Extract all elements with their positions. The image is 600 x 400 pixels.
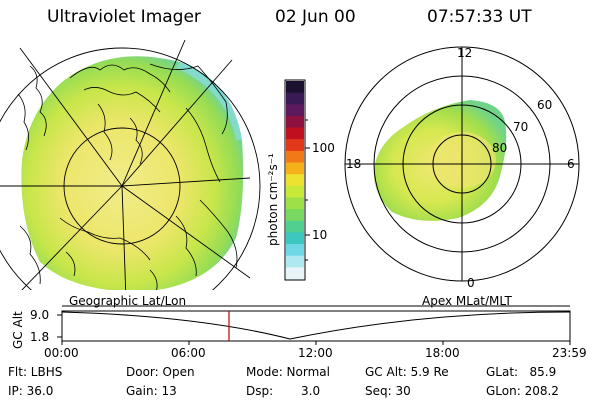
colorbar-segment [286, 92, 304, 105]
colorbar-segment [286, 127, 304, 140]
status-door: Door: Open [126, 365, 195, 379]
limb-glow [176, 62, 242, 140]
instrument-title: Ultraviolet Imager [47, 7, 201, 27]
colorbar-tick-100: 100 [312, 141, 335, 155]
colorbar-unit-label: photon cm⁻²s⁻¹ [266, 153, 280, 246]
mlt-label-12: 12 [457, 46, 473, 60]
y-tick-1.8: 1.8 [30, 330, 50, 344]
date-label: 02 Jun 00 [275, 7, 356, 27]
mlt-label-6: 6 [567, 157, 575, 171]
polar-plot [344, 46, 580, 282]
status-gain: Gain: 13 [126, 384, 177, 398]
mlt-label-0: 0 [467, 276, 475, 290]
timeline-plot [57, 305, 571, 345]
apex-caption: Apex MLat/MLT [422, 294, 512, 308]
colorbar-segment [286, 232, 304, 245]
status-glat: GLat: 85.9 [486, 365, 557, 379]
coastlines [17, 63, 238, 290]
status-gc-alt: GC Alt: 5.9 Re [365, 365, 449, 379]
geographic-caption: Geographic Lat/Lon [69, 294, 187, 308]
x-tick-1200: 12:00 [298, 346, 333, 360]
colorbar-segment [286, 255, 304, 268]
mlat-label-80: 80 [492, 141, 508, 155]
aurora-fill-geographic [21, 56, 244, 290]
gc-alt-axis-label: GC Alt [11, 311, 25, 349]
colorbar-segment [286, 209, 304, 222]
x-tick-0600: 06:00 [171, 346, 206, 360]
status-glon: GLon: 208.2 [486, 384, 559, 398]
x-tick-1800: 18:00 [425, 346, 460, 360]
mlat-label-70: 70 [513, 120, 529, 134]
colorbar-segment [286, 197, 304, 210]
colorbar-segment [286, 115, 304, 129]
colorbar-segment [286, 150, 304, 164]
mlt-label-18: 18 [346, 157, 362, 171]
status-dsp-value: 3.0 [301, 384, 321, 398]
status-seq: Seq: 30 [365, 384, 411, 398]
colorbar-segment [286, 104, 304, 117]
colorbar-segment [286, 220, 304, 233]
status-flt: Flt: LBHS [8, 365, 63, 379]
x-tick-0000: 00:00 [44, 346, 79, 360]
geographic-image [0, 40, 261, 290]
y-tick-9: 9.0 [30, 308, 50, 322]
colorbar-segment [286, 174, 304, 187]
colorbar-segment [286, 162, 304, 175]
status-dsp-label: Dsp: [246, 384, 274, 398]
colorbar-segment [286, 267, 304, 280]
colorbar-segment [286, 185, 304, 198]
colorbar-segment [286, 81, 304, 94]
lat-lon-grid [0, 40, 261, 290]
time-label: 07:57:33 UT [427, 7, 532, 27]
mlat-label-60: 60 [537, 98, 553, 112]
altitude-curve [61, 311, 571, 340]
x-tick-2359: 23:59 [552, 346, 587, 360]
colorbar-tick-10: 10 [312, 228, 328, 242]
status-mode: Mode: Normal [246, 365, 330, 379]
status-ip: IP: 36.0 [8, 384, 54, 398]
colorbar [284, 79, 310, 281]
colorbar-segment [286, 139, 304, 152]
colorbar-segment [286, 244, 304, 257]
